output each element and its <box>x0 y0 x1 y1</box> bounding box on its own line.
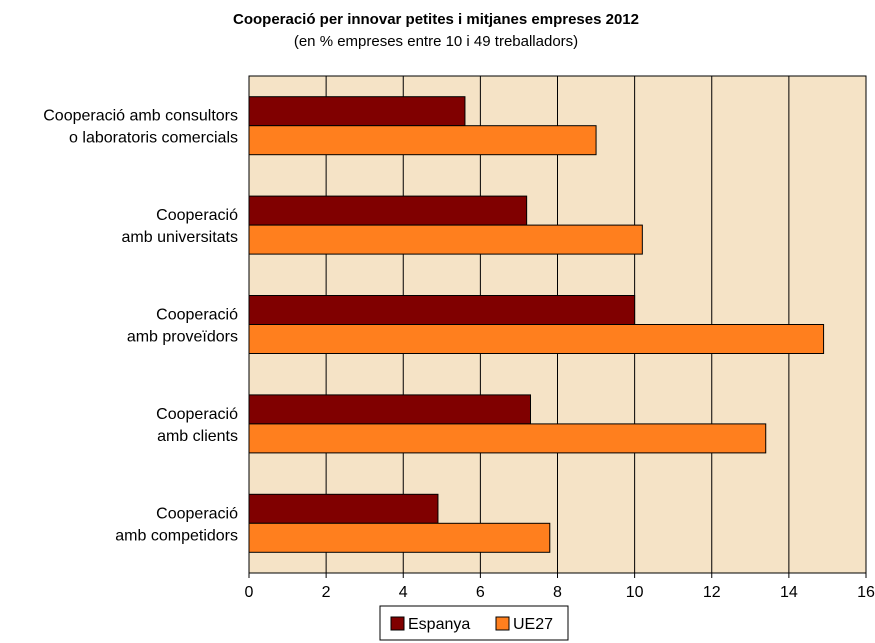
bar-espanya-1 <box>248 96 466 127</box>
chart-title: Cooperació per innovar petites i mitjane… <box>233 11 639 28</box>
x-tick-label-14: 14 <box>780 584 798 601</box>
bar-espanya-2 <box>248 195 528 226</box>
bar-ue27-2 <box>248 224 643 255</box>
legend-box <box>379 605 569 641</box>
legend: Espanya UE27 <box>379 605 569 641</box>
category-labels: Cooperació amb consultors o laboratoris c… <box>43 108 238 545</box>
bar-espanya-5 <box>248 493 439 524</box>
chart-subtitle: (en % empreses entre 10 i 49 treballador… <box>294 33 578 50</box>
legend-label-espanya: Espanya <box>408 616 470 633</box>
category-label-5: Cooperació amb competidors <box>115 505 238 544</box>
bar-espanya-4 <box>248 394 532 425</box>
category-label-2: Cooperació amb universitats <box>122 207 239 246</box>
x-tick-label-8: 8 <box>553 584 562 601</box>
legend-swatch-espanya <box>390 616 405 631</box>
legend-swatch-ue27 <box>495 616 510 631</box>
bar-ue27-5 <box>248 522 551 553</box>
bar-ue27-1 <box>248 125 597 156</box>
legend-label-ue27: UE27 <box>513 616 553 633</box>
x-tick-label-16: 16 <box>857 584 875 601</box>
bar-ue27-4 <box>248 423 767 454</box>
x-tick-label-4: 4 <box>399 584 408 601</box>
x-tick-label-12: 12 <box>703 584 721 601</box>
x-tick-label-0: 0 <box>245 584 254 601</box>
bars <box>248 96 825 553</box>
x-axis: 0 2 4 6 8 10 12 14 16 <box>245 573 875 601</box>
category-label-4: Cooperació amb clients <box>156 406 238 445</box>
category-label-1: Cooperació amb consultors o laboratoris c… <box>43 108 238 147</box>
x-tick-label-2: 2 <box>322 584 331 601</box>
bar-ue27-3 <box>248 324 825 354</box>
x-tick-label-10: 10 <box>626 584 644 601</box>
bar-espanya-3 <box>248 295 636 325</box>
category-label-3: Cooperació amb proveïdors <box>127 307 238 346</box>
x-tick-label-6: 6 <box>476 584 485 601</box>
